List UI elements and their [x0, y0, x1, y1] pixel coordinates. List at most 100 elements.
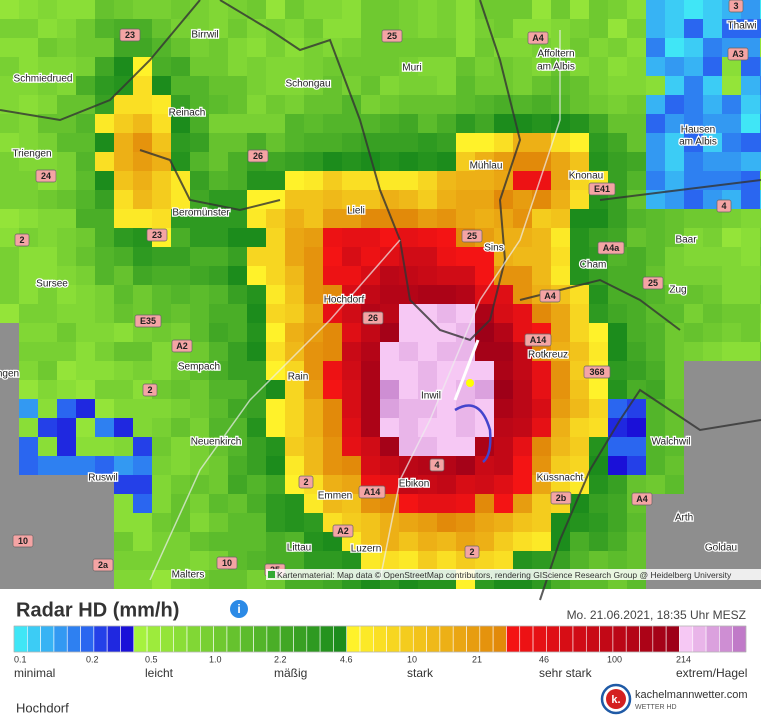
radar-cell [380, 285, 399, 304]
radar-cell [57, 266, 76, 285]
radar-cell [304, 76, 323, 95]
radar-cell [247, 133, 266, 152]
radar-cell [76, 190, 95, 209]
radar-cell [722, 475, 741, 494]
radar-cell [19, 0, 38, 19]
radar-cell [456, 285, 475, 304]
radar-cell [190, 418, 209, 437]
radar-cell [627, 456, 646, 475]
road-badge [362, 311, 384, 325]
radar-cell [152, 456, 171, 475]
place-label: Affoltern [537, 49, 574, 60]
radar-cell [323, 437, 342, 456]
radar-cell [266, 209, 285, 228]
radar-cell [57, 532, 76, 551]
radar-cell [399, 475, 418, 494]
radar-cell [0, 494, 19, 513]
radar-cell [570, 342, 589, 361]
color-swatch [452, 625, 467, 653]
color-swatch [146, 625, 161, 653]
radar-cell [152, 285, 171, 304]
radar-cell [266, 152, 285, 171]
road-badge [464, 545, 480, 559]
radar-cell [741, 456, 760, 475]
radar-cell [190, 513, 209, 532]
radar-cell [190, 114, 209, 133]
radar-cell [665, 76, 684, 95]
road-label: 2 [469, 547, 474, 557]
radar-cell [247, 361, 266, 380]
radar-cell [228, 342, 247, 361]
radar-cell [684, 266, 703, 285]
radar-cell [57, 38, 76, 57]
radar-cell [152, 209, 171, 228]
radar-cell [323, 285, 342, 304]
color-swatch [546, 625, 560, 653]
radar-cell [589, 532, 608, 551]
radar-cell [228, 532, 247, 551]
radar-cell [475, 266, 494, 285]
radar-cell [532, 0, 551, 19]
radar-cell [361, 95, 380, 114]
radar-cell [342, 266, 361, 285]
radar-cell [76, 361, 95, 380]
radar-cell [209, 304, 228, 323]
radar-cell [418, 380, 437, 399]
radar-cell [456, 304, 475, 323]
radar-cell [513, 19, 532, 38]
radar-cell [285, 57, 304, 76]
place-label: Sins [484, 243, 503, 254]
color-swatch [412, 625, 427, 653]
place-label: am Albis [679, 137, 717, 148]
radar-cell [228, 38, 247, 57]
radar-cell [608, 38, 627, 57]
radar-cell [114, 437, 133, 456]
radar-cell [665, 247, 684, 266]
radar-cell [152, 266, 171, 285]
place-label: Küssnacht [537, 473, 584, 484]
color-swatch [27, 625, 41, 653]
radar-cell [570, 228, 589, 247]
radar-cell [266, 38, 285, 57]
radar-cell [399, 114, 418, 133]
radar-cell [171, 437, 190, 456]
color-swatch [53, 625, 68, 653]
radar-cell [76, 76, 95, 95]
radar-cell [684, 285, 703, 304]
radar-cell [0, 551, 19, 570]
info-icon[interactable] [230, 600, 248, 618]
radar-cell [247, 380, 266, 399]
radar-cell [285, 133, 304, 152]
radar-cell [513, 209, 532, 228]
radar-cell [722, 76, 741, 95]
radar-cell [570, 133, 589, 152]
tick-label: 46 [539, 654, 549, 664]
radar-cell [114, 247, 133, 266]
radar-cell [665, 114, 684, 133]
radar-cell [247, 95, 266, 114]
tick-label: 21 [472, 654, 482, 664]
radar-cell [608, 456, 627, 475]
radar-cell [152, 247, 171, 266]
radar-cell [190, 38, 209, 57]
radar-cell [684, 152, 703, 171]
info-icon-text[interactable]: i [237, 602, 240, 616]
radar-cell [646, 418, 665, 437]
radar-cell [608, 114, 627, 133]
radar-cell [171, 190, 190, 209]
road-label: 25 [387, 31, 397, 41]
road-label: 4 [434, 460, 439, 470]
radar-cell [38, 418, 57, 437]
radar-cell [741, 551, 760, 570]
radar-cell [399, 57, 418, 76]
radar-cell [76, 456, 95, 475]
radar-cell [570, 266, 589, 285]
radar-cell [646, 361, 665, 380]
radar-cell [437, 418, 456, 437]
radar-cell [475, 456, 494, 475]
radar-cell [399, 456, 418, 475]
radar-cell [456, 456, 475, 475]
radar-cell [247, 551, 266, 570]
radar-cell [475, 304, 494, 323]
radar-cell [684, 380, 703, 399]
